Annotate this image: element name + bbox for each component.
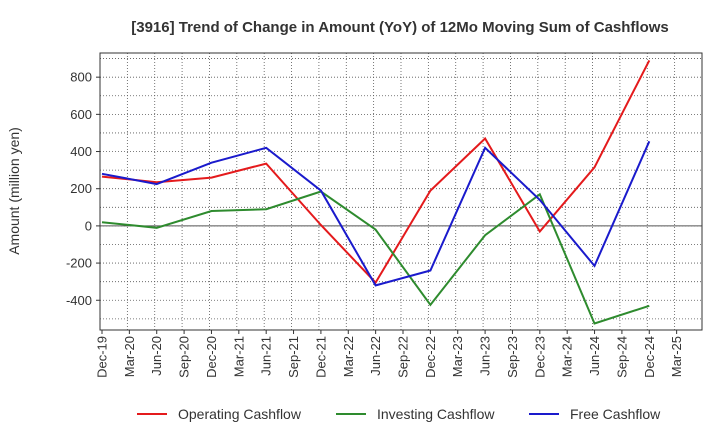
x-tick-label: Sep-21 bbox=[286, 336, 301, 378]
x-tick-label: Jun-22 bbox=[368, 336, 383, 376]
y-tick-label: 600 bbox=[70, 107, 92, 122]
x-tick-label: Sep-24 bbox=[614, 336, 629, 378]
x-tick-label: Dec-22 bbox=[423, 336, 438, 378]
legend-label-operating-cashflow: Operating Cashflow bbox=[178, 406, 302, 422]
legend-label-investing-cashflow: Investing Cashflow bbox=[377, 406, 495, 422]
x-tick-label: Jun-24 bbox=[587, 336, 602, 376]
x-tick-label: Mar-25 bbox=[669, 336, 684, 377]
series-line-investing-cashflow bbox=[101, 190, 650, 325]
x-tick-label: Dec-24 bbox=[642, 336, 657, 378]
x-tick-label: Jun-21 bbox=[259, 336, 274, 376]
series-line-operating-cashflow bbox=[101, 59, 651, 285]
series-line-free-cashflow bbox=[101, 140, 651, 287]
x-tick-label: Sep-22 bbox=[396, 336, 411, 378]
x-tick-label: Dec-20 bbox=[204, 336, 219, 378]
y-tick-label: 0 bbox=[85, 218, 92, 233]
y-axis-label: Amount (million yen) bbox=[6, 127, 22, 255]
x-tick-label: Mar-24 bbox=[560, 336, 575, 377]
y-tick-label: -400 bbox=[66, 293, 92, 308]
chart-title: [3916] Trend of Change in Amount (YoY) o… bbox=[131, 19, 669, 36]
plot-border bbox=[99, 52, 703, 331]
y-tick-label: -200 bbox=[66, 256, 92, 271]
x-tick-label: Jun-23 bbox=[478, 336, 493, 376]
x-tick-label: Sep-23 bbox=[505, 336, 520, 378]
legend-label-free-cashflow: Free Cashflow bbox=[570, 406, 661, 422]
y-axis: -400 -200 0 200 400 600 800 bbox=[66, 70, 100, 308]
y-tick-label: 800 bbox=[70, 70, 92, 85]
series-lines bbox=[101, 59, 651, 325]
y-tick-label: 400 bbox=[70, 144, 92, 159]
x-tick-label: Jun-20 bbox=[149, 336, 164, 376]
x-tick-label: Sep-20 bbox=[177, 336, 192, 378]
x-axis: Dec-19 Mar-20 Jun-20 Sep-20 Dec-20 Mar-21 Jun-… bbox=[95, 330, 684, 378]
x-tick-label: Dec-21 bbox=[313, 336, 328, 378]
y-tick-label: 200 bbox=[70, 181, 92, 196]
x-tick-label: Dec-23 bbox=[532, 336, 547, 378]
x-tick-label: Mar-21 bbox=[231, 336, 246, 377]
x-tick-label: Mar-20 bbox=[122, 336, 137, 377]
legend: Operating Cashflow Investing Cashflow Free… bbox=[137, 406, 661, 422]
x-tick-label: Mar-23 bbox=[450, 336, 465, 377]
x-tick-label: Dec-19 bbox=[95, 336, 110, 378]
x-tick-label: Mar-22 bbox=[341, 336, 356, 377]
